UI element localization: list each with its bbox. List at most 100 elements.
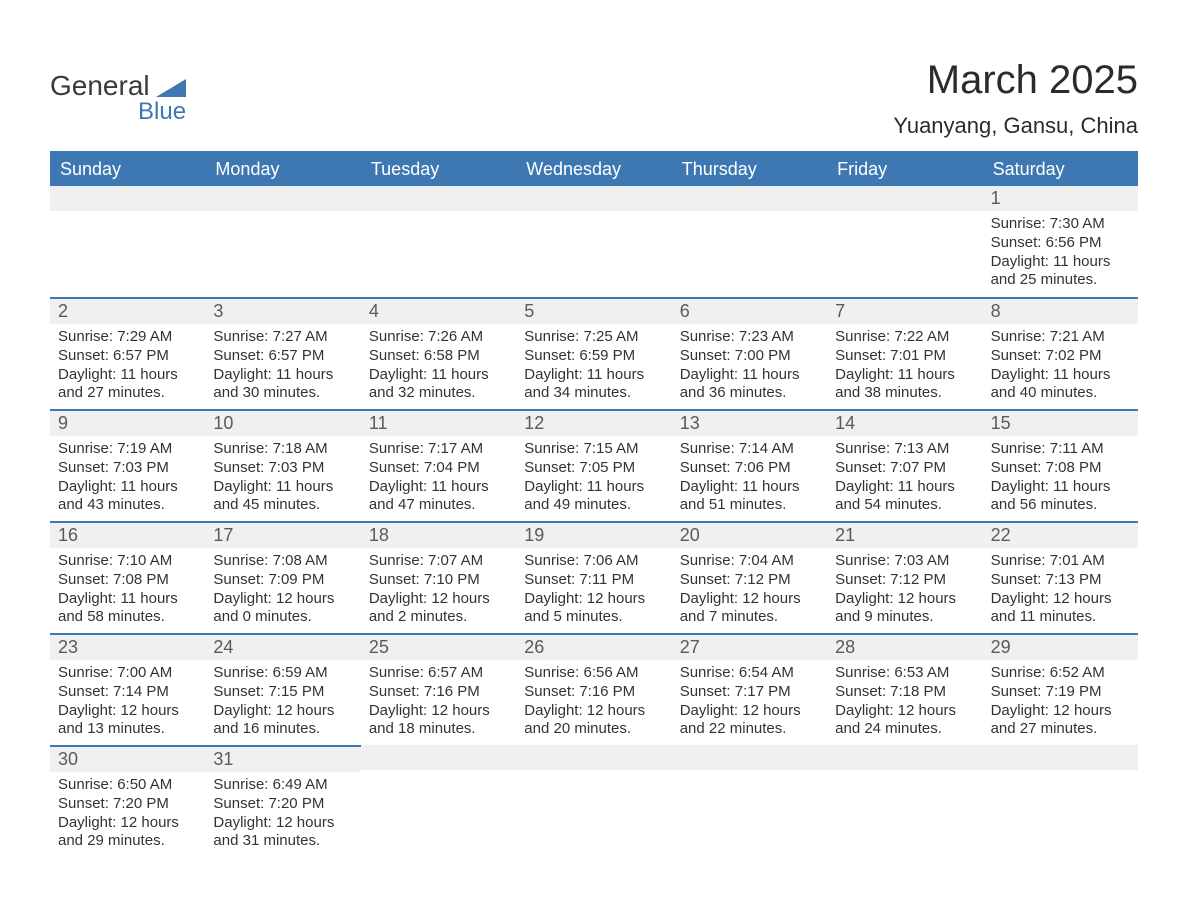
sunset-text: Sunset: 7:05 PM bbox=[524, 459, 663, 478]
daylight-text-line2: and 2 minutes. bbox=[369, 608, 508, 627]
day-details: Sunrise: 7:29 AMSunset: 6:57 PMDaylight:… bbox=[50, 324, 205, 409]
day-number: 31 bbox=[205, 745, 360, 772]
day-cell bbox=[361, 745, 516, 857]
dow-wednesday: Wednesday bbox=[516, 153, 671, 186]
day-number: 3 bbox=[205, 297, 360, 324]
daylight-text-line2: and 20 minutes. bbox=[524, 720, 663, 739]
day-details: Sunrise: 6:50 AMSunset: 7:20 PMDaylight:… bbox=[50, 772, 205, 857]
day-number: 7 bbox=[827, 297, 982, 324]
daylight-text-line2: and 49 minutes. bbox=[524, 496, 663, 515]
day-cell: 9Sunrise: 7:19 AMSunset: 7:03 PMDaylight… bbox=[50, 409, 205, 521]
sunset-text: Sunset: 6:56 PM bbox=[991, 234, 1130, 253]
day-cell bbox=[50, 186, 205, 297]
daylight-text-line1: Daylight: 11 hours bbox=[991, 366, 1130, 385]
day-details: Sunrise: 6:52 AMSunset: 7:19 PMDaylight:… bbox=[983, 660, 1138, 745]
daylight-text-line2: and 31 minutes. bbox=[213, 832, 352, 851]
day-cell: 5Sunrise: 7:25 AMSunset: 6:59 PMDaylight… bbox=[516, 297, 671, 409]
day-number: 1 bbox=[983, 186, 1138, 211]
day-cell: 29Sunrise: 6:52 AMSunset: 7:19 PMDayligh… bbox=[983, 633, 1138, 745]
day-number: 27 bbox=[672, 633, 827, 660]
day-details: Sunrise: 7:01 AMSunset: 7:13 PMDaylight:… bbox=[983, 548, 1138, 633]
sunset-text: Sunset: 7:00 PM bbox=[680, 347, 819, 366]
day-details: Sunrise: 7:10 AMSunset: 7:08 PMDaylight:… bbox=[50, 548, 205, 633]
week-row: 16Sunrise: 7:10 AMSunset: 7:08 PMDayligh… bbox=[50, 521, 1138, 633]
dow-thursday: Thursday bbox=[672, 153, 827, 186]
daylight-text-line1: Daylight: 11 hours bbox=[680, 366, 819, 385]
day-cell: 30Sunrise: 6:50 AMSunset: 7:20 PMDayligh… bbox=[50, 745, 205, 857]
empty-day-bar bbox=[827, 745, 982, 770]
calendar: Sunday Monday Tuesday Wednesday Thursday… bbox=[50, 151, 1138, 857]
day-number: 10 bbox=[205, 409, 360, 436]
day-cell: 21Sunrise: 7:03 AMSunset: 7:12 PMDayligh… bbox=[827, 521, 982, 633]
day-number: 26 bbox=[516, 633, 671, 660]
sunset-text: Sunset: 6:58 PM bbox=[369, 347, 508, 366]
daylight-text-line2: and 13 minutes. bbox=[58, 720, 197, 739]
sunrise-text: Sunrise: 7:27 AM bbox=[213, 328, 352, 347]
day-number: 8 bbox=[983, 297, 1138, 324]
day-number: 6 bbox=[672, 297, 827, 324]
sunrise-text: Sunrise: 7:17 AM bbox=[369, 440, 508, 459]
sunset-text: Sunset: 7:11 PM bbox=[524, 571, 663, 590]
day-number: 22 bbox=[983, 521, 1138, 548]
day-number: 14 bbox=[827, 409, 982, 436]
empty-day-bar bbox=[827, 186, 982, 211]
daylight-text-line1: Daylight: 11 hours bbox=[58, 590, 197, 609]
empty-day-bar bbox=[983, 745, 1138, 770]
daylight-text-line1: Daylight: 11 hours bbox=[58, 366, 197, 385]
daylight-text-line1: Daylight: 12 hours bbox=[58, 814, 197, 833]
daylight-text-line2: and 11 minutes. bbox=[991, 608, 1130, 627]
logo: General Blue bbox=[50, 30, 186, 126]
daylight-text-line1: Daylight: 11 hours bbox=[680, 478, 819, 497]
day-details: Sunrise: 7:14 AMSunset: 7:06 PMDaylight:… bbox=[672, 436, 827, 521]
page-subtitle: Yuanyang, Gansu, China bbox=[893, 113, 1138, 139]
daylight-text-line1: Daylight: 11 hours bbox=[369, 478, 508, 497]
sunset-text: Sunset: 7:08 PM bbox=[58, 571, 197, 590]
day-number: 24 bbox=[205, 633, 360, 660]
day-cell: 13Sunrise: 7:14 AMSunset: 7:06 PMDayligh… bbox=[672, 409, 827, 521]
empty-day-bar bbox=[361, 186, 516, 211]
daylight-text-line2: and 29 minutes. bbox=[58, 832, 197, 851]
day-details: Sunrise: 7:18 AMSunset: 7:03 PMDaylight:… bbox=[205, 436, 360, 521]
daylight-text-line1: Daylight: 11 hours bbox=[524, 478, 663, 497]
logo-text-main: General bbox=[50, 70, 150, 102]
sunrise-text: Sunrise: 7:30 AM bbox=[991, 215, 1130, 234]
day-number: 2 bbox=[50, 297, 205, 324]
empty-day-details bbox=[361, 211, 516, 297]
daylight-text-line1: Daylight: 11 hours bbox=[835, 366, 974, 385]
day-cell: 26Sunrise: 6:56 AMSunset: 7:16 PMDayligh… bbox=[516, 633, 671, 745]
daylight-text-line1: Daylight: 12 hours bbox=[213, 814, 352, 833]
empty-day-bar bbox=[672, 186, 827, 211]
sunrise-text: Sunrise: 7:03 AM bbox=[835, 552, 974, 571]
daylight-text-line2: and 58 minutes. bbox=[58, 608, 197, 627]
day-details: Sunrise: 7:04 AMSunset: 7:12 PMDaylight:… bbox=[672, 548, 827, 633]
sunrise-text: Sunrise: 7:22 AM bbox=[835, 328, 974, 347]
sunset-text: Sunset: 7:12 PM bbox=[835, 571, 974, 590]
day-cell bbox=[672, 186, 827, 297]
day-cell: 1Sunrise: 7:30 AMSunset: 6:56 PMDaylight… bbox=[983, 186, 1138, 297]
day-details: Sunrise: 7:11 AMSunset: 7:08 PMDaylight:… bbox=[983, 436, 1138, 521]
empty-day-bar bbox=[672, 745, 827, 770]
day-cell bbox=[983, 745, 1138, 857]
empty-day-bar bbox=[50, 186, 205, 211]
daylight-text-line2: and 56 minutes. bbox=[991, 496, 1130, 515]
empty-day-details bbox=[672, 211, 827, 297]
day-cell: 7Sunrise: 7:22 AMSunset: 7:01 PMDaylight… bbox=[827, 297, 982, 409]
day-details: Sunrise: 7:06 AMSunset: 7:11 PMDaylight:… bbox=[516, 548, 671, 633]
day-details: Sunrise: 6:53 AMSunset: 7:18 PMDaylight:… bbox=[827, 660, 982, 745]
sunset-text: Sunset: 7:07 PM bbox=[835, 459, 974, 478]
sunset-text: Sunset: 7:16 PM bbox=[369, 683, 508, 702]
day-number: 5 bbox=[516, 297, 671, 324]
day-number: 29 bbox=[983, 633, 1138, 660]
sunset-text: Sunset: 7:08 PM bbox=[991, 459, 1130, 478]
day-number: 12 bbox=[516, 409, 671, 436]
day-cell: 8Sunrise: 7:21 AMSunset: 7:02 PMDaylight… bbox=[983, 297, 1138, 409]
day-cell: 17Sunrise: 7:08 AMSunset: 7:09 PMDayligh… bbox=[205, 521, 360, 633]
sunset-text: Sunset: 7:20 PM bbox=[58, 795, 197, 814]
day-cell: 3Sunrise: 7:27 AMSunset: 6:57 PMDaylight… bbox=[205, 297, 360, 409]
daylight-text-line1: Daylight: 12 hours bbox=[680, 702, 819, 721]
day-details: Sunrise: 7:15 AMSunset: 7:05 PMDaylight:… bbox=[516, 436, 671, 521]
week-row: 9Sunrise: 7:19 AMSunset: 7:03 PMDaylight… bbox=[50, 409, 1138, 521]
day-number: 23 bbox=[50, 633, 205, 660]
daylight-text-line2: and 47 minutes. bbox=[369, 496, 508, 515]
day-number: 28 bbox=[827, 633, 982, 660]
